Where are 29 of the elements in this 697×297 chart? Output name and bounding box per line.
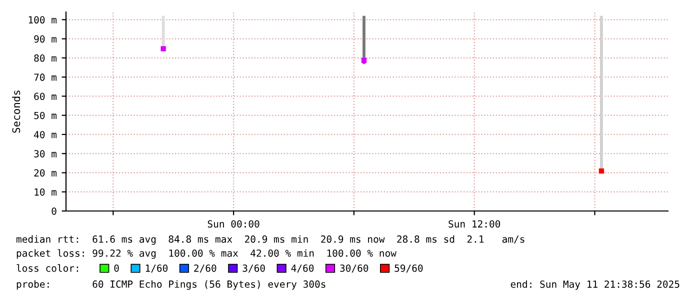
legend-title: loss color:	[16, 264, 78, 272]
y-tick-label: 0	[52, 208, 56, 215]
y-tick-label: 90 m	[34, 35, 57, 43]
legend-label: 2/60	[194, 264, 216, 273]
text: probe: 60 ICMP Echo Pings (56 Bytes) every 300s	[16, 280, 326, 290]
text: median rtt: 61.6 ms avg 84.8 ms max 20.9 ms min 20.9 ms now 28.8 ms sd 2.1 am/s	[16, 235, 524, 245]
x-tick-label: Sun 12:00	[448, 220, 500, 228]
legend-label: 3/60	[242, 264, 265, 273]
legend-label: 4/60	[291, 264, 314, 273]
point	[598, 168, 604, 174]
legend-label: 59/60	[394, 264, 423, 273]
point	[160, 46, 166, 52]
y-tick-label: 100 m	[28, 16, 57, 24]
y-tick-label: 10 m	[34, 188, 57, 196]
text: end: Sun May 11 21:38:56 2025	[510, 280, 680, 290]
y-tick-label: 40 m	[34, 130, 57, 138]
text: packet loss: 99.22 % avg 100.00 % max 42.00 % min 100.00 % now	[16, 249, 396, 259]
x-tick-label: Sun 00:00	[208, 220, 260, 228]
y-tick-label: 30 m	[34, 150, 57, 158]
y-tick-label: 50 m	[34, 112, 57, 120]
point	[361, 58, 367, 64]
y-tick-label: 60 m	[34, 92, 57, 100]
y-tick-label: 70 m	[34, 74, 57, 81]
legend-label: 30/60	[340, 264, 368, 273]
y-tick-label: 20 m	[34, 169, 57, 177]
legend-label: 1/60	[146, 264, 168, 273]
y-tick-label: 80 m	[34, 54, 57, 62]
legend-label: 0	[114, 264, 119, 272]
y-axis-title: Seconds	[12, 90, 20, 133]
